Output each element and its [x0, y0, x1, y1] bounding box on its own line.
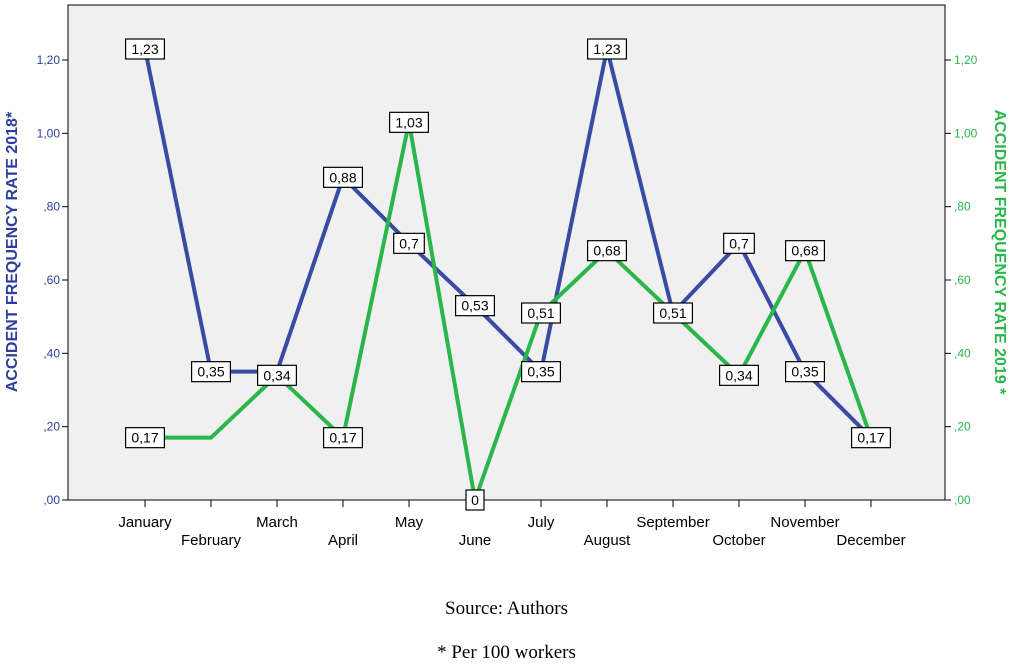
data-label-box	[652, 302, 693, 324]
data-label: 0,17	[124, 427, 165, 449]
x-tick-label: January	[118, 514, 172, 531]
x-tick-label: October	[712, 532, 765, 549]
left-tick-label: ,20	[43, 420, 60, 434]
right-tick-label: ,80	[954, 200, 971, 214]
x-axis: January February March April May June July Augu…	[118, 500, 906, 549]
data-label: 0,68	[586, 240, 627, 262]
data-label-box	[850, 427, 891, 449]
data-label-box	[723, 232, 755, 254]
right-tick-label: ,20	[954, 420, 971, 434]
data-label-box	[586, 38, 627, 60]
data-label-text: 0,17	[329, 430, 356, 446]
right-tick-label: ,40	[954, 346, 971, 360]
x-tick-label: June	[459, 532, 492, 549]
left-tick-label: 1,20	[37, 53, 61, 67]
data-label: 0,17	[850, 427, 891, 449]
data-label: 0,34	[718, 364, 759, 386]
data-label: 1,23	[124, 38, 165, 60]
data-labels-layer: 1,23 0,35 0,88 0,7 0,53 0,35 1,23 0,51 0,7 0,35 0,…	[124, 38, 891, 511]
data-label-box	[389, 111, 430, 133]
right-tick-label: 1,00	[954, 126, 978, 140]
left-axis-title: ACCIDENT FREQUENCY RATE 2018*	[4, 111, 21, 392]
line-chart: ,00 ,20 ,40 ,60 ,80 1,00 1,20 ,00 ,20 ,40 ,60 ,80 1…	[4, 4, 1008, 549]
data-label-text: 0,35	[527, 364, 554, 380]
data-label: 0,35	[191, 361, 232, 383]
x-tick-label: March	[256, 514, 298, 531]
data-label-box	[323, 166, 364, 188]
data-label-text: 0,7	[399, 235, 419, 251]
data-label: 0,35	[520, 361, 561, 383]
x-tick-label: May	[395, 514, 424, 531]
footnote-caption: * Per 100 workers	[437, 642, 576, 663]
x-tick-label: December	[836, 532, 905, 549]
data-label-text: 0,34	[725, 367, 752, 383]
x-tick-label: February	[181, 532, 242, 549]
data-label-box	[465, 489, 485, 511]
data-label-box	[323, 427, 364, 449]
data-label-text: 0,7	[729, 235, 749, 251]
data-label-text: 0,68	[791, 243, 818, 259]
data-label: 0,34	[257, 364, 298, 386]
data-label-text: 0,68	[593, 243, 620, 259]
left-tick-label: 1,00	[37, 126, 61, 140]
data-label: 0,7	[723, 232, 755, 254]
data-label: 0,51	[652, 302, 693, 324]
right-tick-label: 1,20	[954, 53, 978, 67]
data-label-box	[257, 364, 298, 386]
data-label: 0,53	[455, 295, 496, 317]
data-label: 0,88	[323, 166, 364, 188]
data-label-text: 0,17	[857, 430, 884, 446]
data-label: 0	[465, 489, 485, 511]
data-label-box	[124, 38, 165, 60]
data-label: 0,51	[520, 302, 561, 324]
data-label-box	[124, 427, 165, 449]
data-label: 1,23	[586, 38, 627, 60]
data-label-text: 0,51	[659, 305, 686, 321]
data-label-text: 0,88	[329, 169, 356, 185]
x-tick-label: September	[636, 514, 709, 531]
data-label-box	[520, 302, 561, 324]
data-label-box	[784, 240, 825, 262]
data-label-box	[455, 295, 496, 317]
right-axis-title: ACCIDENT FREQUENCY RATE 2019 *	[991, 110, 1008, 396]
data-label-text: 0,35	[791, 364, 818, 380]
x-tick-label: August	[584, 532, 632, 549]
data-label-text: 0,34	[263, 367, 290, 383]
left-tick-label: ,00	[43, 493, 60, 507]
data-label: 1,03	[389, 111, 430, 133]
left-y-axis: ,00 ,20 ,40 ,60 ,80 1,00 1,20	[37, 53, 68, 507]
data-label-text: 1,23	[131, 41, 158, 57]
data-label: 0,35	[784, 361, 825, 383]
left-tick-label: ,60	[43, 273, 60, 287]
data-label-box	[520, 361, 561, 383]
data-label: 0,68	[784, 240, 825, 262]
right-y-axis: ,00 ,20 ,40 ,60 ,80 1,00 1,20	[945, 53, 978, 507]
data-label-box	[191, 361, 232, 383]
source-caption: Source: Authors	[445, 598, 568, 619]
left-tick-label: ,80	[43, 200, 60, 214]
x-tick-label: July	[528, 514, 555, 531]
data-label-box	[393, 232, 425, 254]
data-label-text: 1,23	[593, 41, 620, 57]
data-label-text: 0,17	[131, 430, 158, 446]
data-label-text: 0,35	[197, 364, 224, 380]
x-tick-label: November	[770, 514, 839, 531]
data-label-text: 1,03	[395, 114, 422, 130]
data-label-box	[718, 364, 759, 386]
data-label-text: 0,51	[527, 305, 554, 321]
data-label-text: 0,53	[461, 298, 488, 314]
data-label-box	[784, 361, 825, 383]
data-label: 0,7	[393, 232, 425, 254]
x-tick-label: April	[328, 532, 358, 549]
data-label-box	[586, 240, 627, 262]
right-tick-label: ,00	[954, 493, 971, 507]
left-tick-label: ,40	[43, 346, 60, 360]
data-label-text: 0	[471, 492, 479, 508]
data-label: 0,17	[323, 427, 364, 449]
right-tick-label: ,60	[954, 273, 971, 287]
